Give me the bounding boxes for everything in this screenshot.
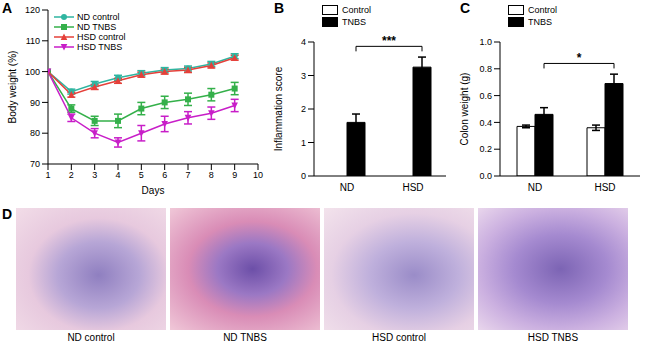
svg-text:HSD: HSD <box>402 182 423 193</box>
svg-text:2: 2 <box>69 170 74 180</box>
svg-text:0.4: 0.4 <box>479 118 492 128</box>
svg-text:3: 3 <box>92 170 97 180</box>
svg-text:4: 4 <box>115 170 120 180</box>
html-text:Control: Control <box>528 5 557 15</box>
html-text:HSD control: HSD control <box>77 32 126 42</box>
svg-text:10: 10 <box>253 170 263 180</box>
html-text:C: C <box>460 0 471 16</box>
svg-text:HSD: HSD <box>594 182 615 193</box>
html-text:ND TNBS: ND TNBS <box>223 332 267 343</box>
svg-text:9: 9 <box>232 170 237 180</box>
svg-text:8: 8 <box>209 170 214 180</box>
svg-text:ND: ND <box>528 182 542 193</box>
html-text:HSD control: HSD control <box>372 332 426 343</box>
svg-text:90: 90 <box>30 98 40 108</box>
html-text:B: B <box>274 0 285 16</box>
svg-text:Body weight (%): Body weight (%) <box>7 51 18 124</box>
html-text:ND TNBS: ND TNBS <box>77 22 117 32</box>
html-text:ND control: ND control <box>67 332 115 343</box>
svg-text:0.8: 0.8 <box>479 64 492 74</box>
svg-text:***: *** <box>382 34 396 48</box>
svg-text:3: 3 <box>301 71 306 81</box>
svg-text:1: 1 <box>45 170 50 180</box>
svg-text:Colon weight (g): Colon weight (g) <box>459 73 470 146</box>
html-text:TNBS: TNBS <box>528 17 552 27</box>
svg-text:ND: ND <box>340 182 354 193</box>
svg-text:70: 70 <box>30 159 40 169</box>
html-text:HSD TNBS: HSD TNBS <box>77 42 123 52</box>
svg-text:4: 4 <box>301 37 306 47</box>
html-text:A: A <box>2 0 13 16</box>
svg-text:0.6: 0.6 <box>479 91 492 101</box>
svg-text:110: 110 <box>26 36 40 46</box>
svg-text:120: 120 <box>25 5 40 15</box>
html-text:HSD TNBS: HSD TNBS <box>527 332 579 343</box>
svg-text:80: 80 <box>30 128 40 138</box>
html-text:D: D <box>2 206 13 222</box>
svg-text:1.0: 1.0 <box>479 37 492 47</box>
svg-text:Days: Days <box>142 185 165 196</box>
html-text:TNBS: TNBS <box>342 17 366 27</box>
html-text:Control: Control <box>342 5 371 15</box>
svg-text:2: 2 <box>301 104 306 114</box>
html-text:ND control: ND control <box>77 12 120 22</box>
svg-text:0.0: 0.0 <box>479 171 492 181</box>
svg-text:7: 7 <box>185 170 190 180</box>
svg-text:0.2: 0.2 <box>479 144 492 154</box>
svg-text:5: 5 <box>139 170 144 180</box>
svg-text:*: * <box>577 51 582 65</box>
svg-text:0: 0 <box>301 171 306 181</box>
svg-text:100: 100 <box>25 67 40 77</box>
svg-text:6: 6 <box>162 170 167 180</box>
svg-text:Inflammation score: Inflammation score <box>273 66 284 151</box>
svg-text:1: 1 <box>301 138 306 148</box>
